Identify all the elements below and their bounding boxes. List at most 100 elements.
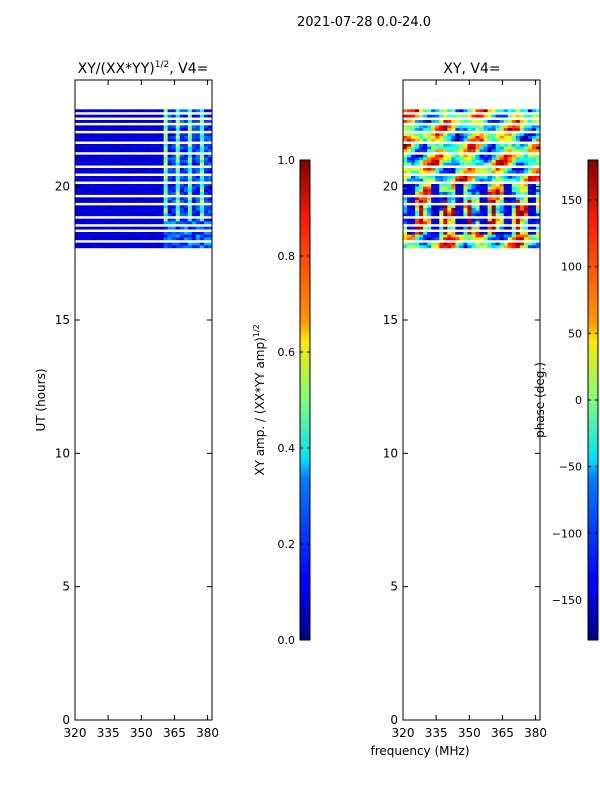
heatmap-cell <box>495 168 501 171</box>
heatmap-cell <box>487 138 492 142</box>
heatmap-cell <box>159 200 164 203</box>
heatmap-cell <box>91 157 96 161</box>
heatmap-cell <box>511 234 517 238</box>
heatmap-cell <box>111 189 116 193</box>
heatmap-cell <box>527 189 533 193</box>
heatmap-cell <box>439 237 444 241</box>
heatmap-cell <box>151 162 156 166</box>
heatmap-cell <box>475 186 480 190</box>
heatmap-cell <box>483 234 488 238</box>
heatmap-cell <box>435 232 440 235</box>
heatmap-cell <box>531 157 537 161</box>
heatmap-cell <box>171 205 177 209</box>
heatmap-cell <box>207 213 213 217</box>
heatmap-cell <box>203 210 209 214</box>
heatmap-cell <box>499 157 505 161</box>
heatmap-cell <box>475 157 480 161</box>
heatmap-cell <box>499 114 505 118</box>
heatmap-cell <box>167 136 173 139</box>
heatmap-cell <box>127 192 132 195</box>
heatmap-cell <box>87 149 92 153</box>
heatmap-cell <box>123 125 128 129</box>
heatmap-cell <box>439 157 444 161</box>
heatmap-cell <box>503 154 509 158</box>
heatmap-cell <box>179 205 185 209</box>
heatmap-cell <box>175 210 181 214</box>
heatmap-cell <box>119 125 124 129</box>
heatmap-cell <box>179 170 185 174</box>
heatmap-cell <box>179 213 185 217</box>
heatmap-cell <box>503 136 509 139</box>
heatmap-cell <box>171 200 177 203</box>
heatmap-cell <box>491 226 496 230</box>
heatmap-cell <box>203 234 209 238</box>
heatmap-cell <box>431 160 436 163</box>
heatmap-cell <box>207 208 213 211</box>
heatmap-cell <box>91 186 96 190</box>
heatmap-cell <box>447 221 452 225</box>
heatmap-cell <box>75 242 80 246</box>
heatmap-cell <box>443 160 448 163</box>
heatmap-cell <box>119 208 124 211</box>
heatmap-cell <box>515 226 521 230</box>
heatmap-cell <box>491 197 496 201</box>
heatmap-cell <box>171 146 177 150</box>
heatmap-cell <box>127 168 132 171</box>
heatmap-cell <box>519 200 525 203</box>
heatmap-cell <box>175 221 181 225</box>
heatmap-cell <box>411 144 416 147</box>
heatmap-cell <box>163 221 168 225</box>
heatmap-cell <box>507 208 513 211</box>
heatmap-cell <box>467 154 472 158</box>
heatmap-cell <box>183 186 189 190</box>
heatmap-cell <box>427 144 432 147</box>
heatmap-cell <box>131 162 136 166</box>
heatmap-cell <box>463 232 468 235</box>
heatmap-cell <box>523 178 529 182</box>
heatmap-cell <box>423 144 428 147</box>
heatmap-cell <box>415 234 420 238</box>
heatmap-cell <box>199 186 205 190</box>
heatmap-cell <box>447 136 452 139</box>
heatmap-cell <box>503 160 509 163</box>
heatmap-cell <box>431 192 436 195</box>
heatmap-cell <box>435 120 440 123</box>
heatmap-cell <box>115 144 120 147</box>
heatmap-cell <box>135 146 140 150</box>
heatmap-cell <box>143 136 148 139</box>
heatmap-cell <box>475 200 480 203</box>
heatmap-cell <box>107 237 112 241</box>
heatmap-cell <box>195 120 201 123</box>
heatmap-cell <box>415 245 420 249</box>
heatmap-cell <box>463 157 468 161</box>
heatmap-cell <box>451 128 456 131</box>
heatmap-cell <box>499 197 505 201</box>
heatmap-cell <box>459 162 464 166</box>
heatmap-cell <box>195 128 201 131</box>
heatmap-cell <box>467 133 472 137</box>
heatmap-cell <box>163 133 168 137</box>
heatmap-cell <box>119 213 124 217</box>
heatmap-cell <box>491 136 496 139</box>
heatmap-cell <box>107 234 112 238</box>
heatmap-cell <box>207 109 213 113</box>
heatmap-cell <box>127 237 132 241</box>
heatmap-cell <box>83 138 88 142</box>
heatmap-cell <box>431 218 436 222</box>
heatmap-cell <box>495 176 501 179</box>
heatmap-cell <box>151 149 156 153</box>
heatmap-cell <box>439 226 444 230</box>
heatmap-cell <box>199 154 205 158</box>
heatmap-cell <box>475 114 480 118</box>
heatmap-cell <box>159 168 164 171</box>
heatmap-cell <box>475 128 480 131</box>
heatmap-cell <box>427 245 432 249</box>
heatmap-cell <box>163 162 168 166</box>
heatmap-cell <box>491 242 496 246</box>
heatmap-cell <box>147 128 152 131</box>
heatmap-cell <box>147 154 152 158</box>
heatmap-cell <box>195 168 201 171</box>
amplitude-heatmap <box>75 109 213 249</box>
heatmap-cell <box>515 120 521 123</box>
heatmap-cell <box>183 109 189 113</box>
